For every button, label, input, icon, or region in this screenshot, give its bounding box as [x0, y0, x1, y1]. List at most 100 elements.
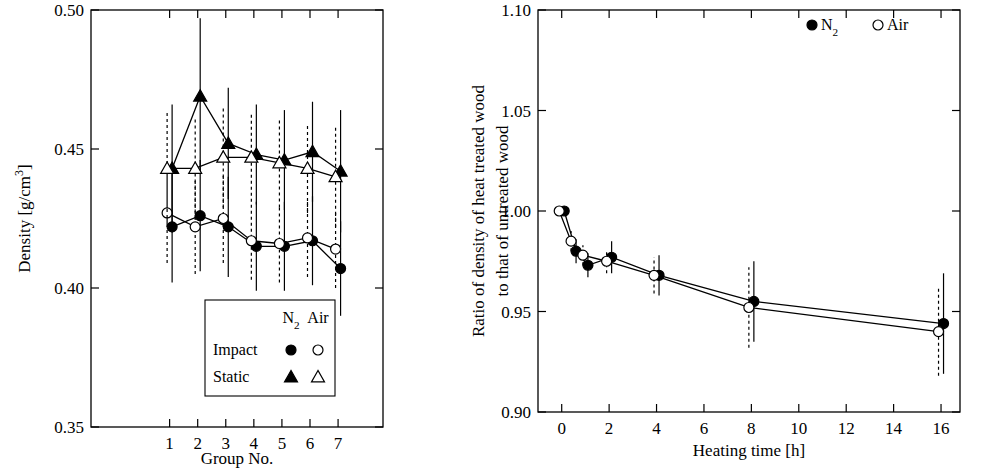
x-tick [703, 10, 704, 18]
x-tick [798, 10, 799, 18]
x-tick [940, 10, 941, 18]
y-tick [91, 426, 99, 427]
y-tick [538, 9, 546, 10]
x-tick [337, 10, 338, 18]
data-point [329, 170, 342, 181]
x-tick [893, 404, 894, 412]
series-line [559, 211, 938, 332]
plot-area [161, 18, 347, 315]
data-point [218, 214, 228, 224]
x-tick [656, 404, 657, 412]
legend-label: Air [887, 16, 909, 33]
x-tick [561, 404, 562, 412]
legend-box [205, 300, 335, 396]
x-tick [197, 10, 198, 18]
y-tick [952, 210, 960, 211]
data-point [744, 302, 754, 312]
legend-label: Impact [213, 341, 258, 359]
x-tick-label: 14 [885, 419, 903, 438]
x-tick [846, 404, 847, 412]
data-point [303, 233, 313, 243]
data-point [331, 244, 341, 254]
x-tick [703, 404, 704, 412]
legend-header: Air [307, 309, 329, 326]
y-tick [91, 287, 99, 288]
data-point [189, 162, 202, 173]
data-point [336, 264, 346, 274]
y-axis-label: Density [g/cm3] [12, 164, 34, 272]
data-point [245, 151, 258, 162]
data-point [566, 236, 576, 246]
legend: N2Air [807, 16, 909, 38]
x-tick-label: 5 [278, 434, 287, 453]
x-axis-label: Group No. [201, 449, 274, 468]
data-point [195, 211, 205, 221]
legend-label: Static [213, 368, 249, 385]
data-point [934, 327, 944, 337]
data-point [246, 236, 256, 246]
x-tick-label: 4 [652, 419, 661, 438]
y-axis-label: to that of untreated wood [493, 125, 512, 296]
x-tick-label: 6 [700, 419, 709, 438]
x-tick-label: 10 [790, 419, 807, 438]
x-tick [197, 419, 198, 427]
plot-area [554, 206, 948, 376]
x-tick-label: 12 [838, 419, 855, 438]
x-tick [225, 10, 226, 18]
plot-frame [538, 10, 960, 412]
y-tick [375, 148, 383, 149]
y-tick [952, 110, 960, 111]
x-tick-label: 16 [933, 419, 950, 438]
y-axis-label: Ratio of density of heat treated wood [469, 84, 488, 337]
y-tick [91, 148, 99, 149]
y-tick-label: 0.40 [54, 279, 84, 298]
chart-panel: 0.350.400.450.501234567Group No.Density … [12, 1, 383, 468]
data-point [578, 250, 588, 260]
data-point [190, 222, 200, 232]
y-tick [538, 110, 546, 111]
x-tick [253, 419, 254, 427]
y-tick [952, 9, 960, 10]
x-tick [281, 419, 282, 427]
data-point [217, 151, 230, 162]
y-tick-label: 0.50 [54, 1, 84, 20]
legend-marker [807, 20, 817, 30]
y-tick [952, 411, 960, 412]
x-axis-label: Heating time [h] [693, 441, 805, 460]
y-tick [538, 210, 546, 211]
x-tick [609, 10, 610, 18]
legend-marker [285, 371, 298, 382]
x-tick-label: 0 [557, 419, 566, 438]
data-point [649, 270, 659, 280]
legend-marker [312, 371, 325, 382]
data-point [194, 90, 207, 101]
y-tick [375, 287, 383, 288]
x-tick [337, 419, 338, 427]
x-tick [169, 419, 170, 427]
data-point [274, 239, 284, 249]
data-point [554, 206, 564, 216]
data-point [301, 162, 314, 173]
y-tick [375, 9, 383, 10]
x-tick [253, 10, 254, 18]
y-tick-label: 1.05 [501, 102, 531, 121]
chart-panel: 0.900.951.001.051.100246810121416Heating… [469, 1, 960, 460]
y-tick-label: 0.90 [501, 403, 531, 422]
y-tick-label: 0.35 [54, 418, 84, 437]
plot-frame [91, 10, 383, 427]
x-tick [940, 404, 941, 412]
data-point [602, 256, 612, 266]
legend-marker [286, 345, 296, 355]
legend: N2 Air Impact Static [205, 300, 335, 396]
x-tick-label: 6 [306, 434, 315, 453]
data-point [583, 260, 593, 270]
x-tick [751, 404, 752, 412]
x-tick [309, 419, 310, 427]
data-point [161, 162, 174, 173]
x-tick-label: 2 [605, 419, 614, 438]
x-tick [225, 419, 226, 427]
y-tick-label: 0.45 [54, 140, 84, 159]
x-tick [561, 10, 562, 18]
legend-header: N2 [282, 309, 299, 331]
x-tick [609, 404, 610, 412]
